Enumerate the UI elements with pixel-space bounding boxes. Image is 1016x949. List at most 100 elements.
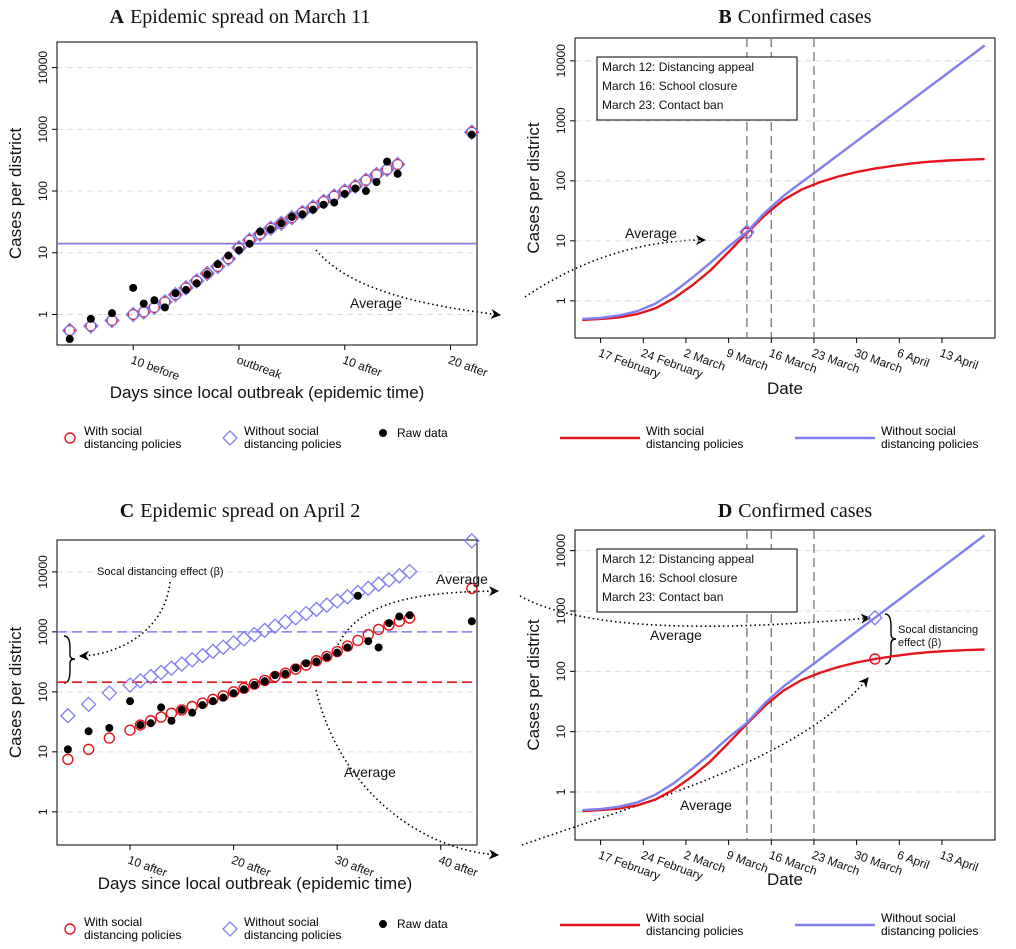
y-tick-label: 100 <box>554 661 568 681</box>
legend-item: Without social distancing policies <box>795 912 993 938</box>
plot-frame <box>574 37 996 339</box>
point <box>353 591 362 600</box>
point <box>199 265 216 282</box>
point <box>391 158 404 171</box>
point <box>192 279 201 288</box>
y-tick-label: 10000 <box>554 534 568 568</box>
point <box>82 743 95 756</box>
point <box>64 432 76 444</box>
panel-letter: B <box>718 6 731 28</box>
point <box>136 721 145 730</box>
series-line <box>582 534 986 812</box>
point <box>379 161 395 178</box>
point <box>271 671 280 680</box>
plot-frame <box>56 539 478 846</box>
panel-title-text: Confirmed cases <box>738 500 872 522</box>
point <box>291 663 300 672</box>
point <box>129 283 138 292</box>
annotation: Socal distancing effect (β) <box>97 566 224 578</box>
panel-letter: C <box>120 500 134 522</box>
point <box>62 753 74 766</box>
y-tick-label: 10000 <box>554 44 568 78</box>
legend-label: With social distancing policies <box>84 915 182 942</box>
legend-symbol <box>64 923 76 935</box>
point <box>305 199 321 215</box>
point <box>467 617 476 626</box>
x-tick-label: outbreak <box>235 353 285 382</box>
legend-label: With social distancing policies <box>646 424 744 451</box>
bracket <box>63 635 76 684</box>
y-tick-label: 10 <box>36 745 50 759</box>
point <box>176 704 188 716</box>
panel-letter: A <box>110 6 125 28</box>
series-line <box>582 648 985 813</box>
legend-symbol <box>560 923 640 927</box>
point <box>177 705 186 714</box>
point <box>258 674 271 687</box>
series-line <box>582 44 986 321</box>
legend-item: Without social distancing policies <box>795 425 993 451</box>
point <box>146 299 163 316</box>
event-label: March 12: Distancing appeal <box>602 552 754 566</box>
legend-label: Without social distancing policies <box>881 911 979 938</box>
point <box>219 693 228 702</box>
point <box>401 563 418 580</box>
point <box>364 637 373 646</box>
point <box>239 685 248 694</box>
legend-symbol <box>795 436 875 440</box>
point <box>343 643 352 652</box>
point <box>209 258 226 275</box>
point <box>101 685 118 701</box>
plot-frame <box>574 529 996 841</box>
point <box>374 643 383 652</box>
x-tick-label: 30 March <box>853 346 905 376</box>
point <box>178 279 194 296</box>
legend-symbol <box>222 430 238 446</box>
x-tick-label: 23 March <box>810 346 862 376</box>
legend-label: With social distancing policies <box>646 911 744 938</box>
point <box>63 745 72 754</box>
point <box>262 220 279 237</box>
point <box>330 198 339 207</box>
y-tick-label: 10000 <box>36 555 50 589</box>
event-label: March 23: Contact ban <box>602 590 723 604</box>
point <box>103 732 116 744</box>
x-tick-label: 13 April <box>938 346 980 373</box>
y-axis-label: Cases per district <box>6 128 25 260</box>
point <box>167 286 184 303</box>
point <box>220 250 237 267</box>
plot-frame <box>56 41 478 346</box>
point <box>463 532 480 549</box>
point <box>124 724 136 736</box>
point <box>372 178 381 187</box>
point <box>160 303 169 312</box>
arrow <box>315 249 501 319</box>
x-tick-label: 9 March <box>725 346 771 374</box>
point <box>383 157 392 166</box>
x-tick-label: 16 March <box>767 346 819 376</box>
point <box>319 200 328 209</box>
point <box>59 707 76 724</box>
x-axis-label: Days since local outbreak (epidemic time… <box>110 383 425 402</box>
point <box>302 659 311 668</box>
point <box>866 609 883 626</box>
point <box>379 429 387 437</box>
panel-title: D Confirmed cases <box>718 500 873 522</box>
point <box>65 335 74 344</box>
legend-symbol <box>64 432 76 444</box>
y-tick-label: 10 <box>554 234 568 248</box>
panel-title-text: Epidemic spread on March 11 <box>130 6 370 28</box>
point <box>229 689 238 698</box>
point <box>287 212 296 221</box>
point <box>256 227 265 236</box>
legend-item: Without social distancing policies <box>222 425 356 451</box>
point <box>105 723 114 732</box>
point <box>104 312 120 329</box>
point <box>157 703 166 712</box>
y-axis-label: Cases per district <box>6 627 25 759</box>
point <box>379 920 387 928</box>
point <box>171 289 180 298</box>
annotation: Average <box>344 764 396 780</box>
